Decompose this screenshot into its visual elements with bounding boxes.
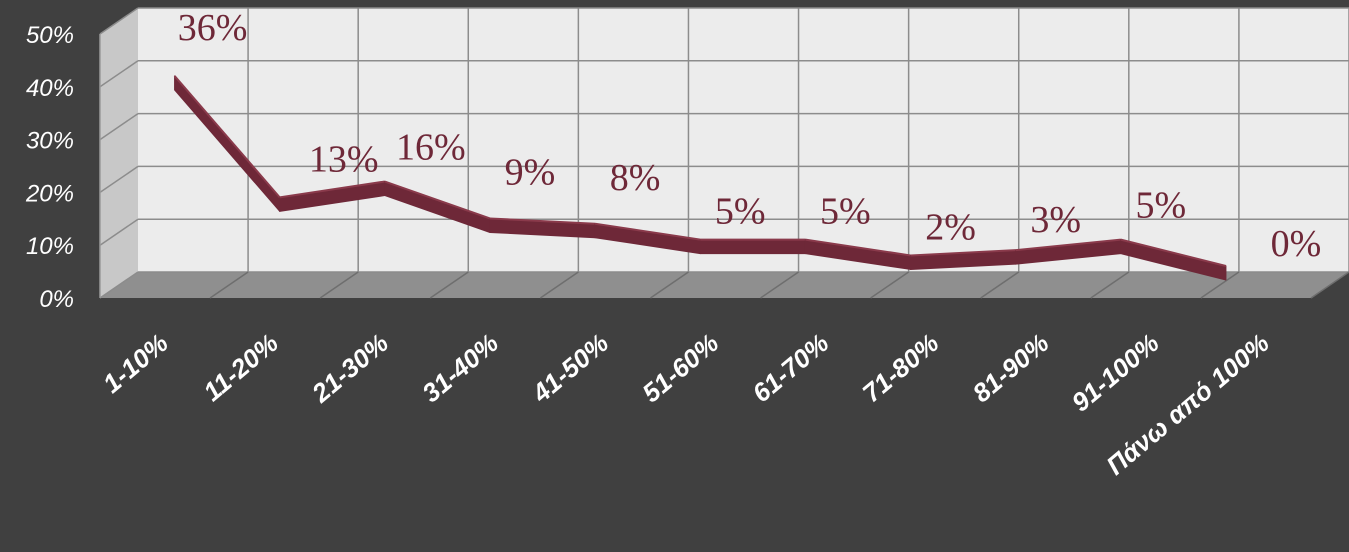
- floor-gridline: [1200, 271, 1240, 299]
- line-segment-edge: [173, 75, 281, 199]
- floor-gridline: [209, 271, 249, 299]
- floor: [100, 272, 1349, 298]
- floor-gridline: [760, 271, 799, 299]
- y-tick-label: 0%: [39, 286, 74, 313]
- data-label: 5%: [1135, 185, 1186, 227]
- side-gridline: [99, 7, 139, 35]
- series-line: [173, 75, 1227, 281]
- side-gridline: [99, 218, 139, 246]
- line-segment-edge: [805, 238, 911, 257]
- x-tick-label: 81-90%: [967, 328, 1055, 409]
- x-tick-label: 1-10%: [97, 328, 174, 399]
- x-tick-label: 31-40%: [416, 328, 504, 409]
- x-tick-label: 21-30%: [305, 328, 394, 409]
- x-tick-label: 91-100%: [1066, 328, 1165, 418]
- y-tick-label: 40%: [26, 75, 74, 102]
- line-segment-edge: [1015, 238, 1121, 252]
- gridlines: [99, 7, 1349, 299]
- x-tick-label: 11-20%: [197, 328, 283, 407]
- side-gridline: [99, 271, 139, 299]
- data-label: 5%: [820, 191, 871, 233]
- y-tick-label: 20%: [25, 180, 74, 207]
- side-gridline: [99, 60, 139, 88]
- data-label: 0%: [1271, 223, 1322, 265]
- data-labels: 36% 13% 16% 9% 8% 5% 5% 2% 3% 5% 0%: [178, 7, 1322, 265]
- floor-gridline: [539, 271, 579, 299]
- side-gridline: [99, 165, 139, 194]
- x-tick-label: 61-70%: [746, 328, 834, 409]
- y-axis: 0% 10% 20% 30% 40% 50%: [25, 22, 74, 313]
- floor-gridline: [319, 271, 359, 299]
- floor-gridline: [1090, 271, 1130, 299]
- x-tick-label: 41-50%: [526, 328, 615, 409]
- side-gridline: [99, 112, 139, 141]
- data-label: 5%: [715, 191, 766, 233]
- line-segment-edge: [594, 222, 701, 241]
- floor-gridline: [1310, 271, 1349, 299]
- floor-gridline: [870, 271, 910, 299]
- line-segment-edge: [1120, 238, 1227, 267]
- x-tick-label: 71-80%: [857, 328, 945, 409]
- data-label: 13%: [309, 138, 379, 180]
- line-segment-edge: [384, 180, 491, 220]
- back-wall: [138, 8, 1349, 272]
- line-segment-edge: [489, 217, 596, 225]
- data-label: 9%: [505, 151, 556, 193]
- floor-gridline: [980, 271, 1020, 299]
- chart-walls: [100, 8, 1349, 298]
- floor-gridline: [429, 271, 469, 299]
- data-label: 36%: [178, 7, 248, 49]
- data-label: 8%: [610, 157, 661, 199]
- line-segment: [699, 239, 806, 255]
- y-tick-label: 10%: [26, 233, 74, 260]
- x-tick-label: 51-60%: [636, 328, 724, 409]
- data-label: 3%: [1030, 199, 1081, 241]
- y-tick-label: 50%: [26, 22, 74, 49]
- y-tick-label: 30%: [26, 128, 74, 155]
- line-segment-edge: [279, 180, 385, 199]
- data-label: 16%: [396, 127, 466, 169]
- data-label: 2%: [925, 206, 976, 248]
- side-wall: [100, 8, 138, 298]
- floor-gridline: [650, 271, 689, 299]
- line-segment-edge: [910, 249, 1016, 257]
- x-axis: 1-10% 11-20% 21-30% 31-40% 41-50% 51-60% 61-70…: [97, 328, 1275, 481]
